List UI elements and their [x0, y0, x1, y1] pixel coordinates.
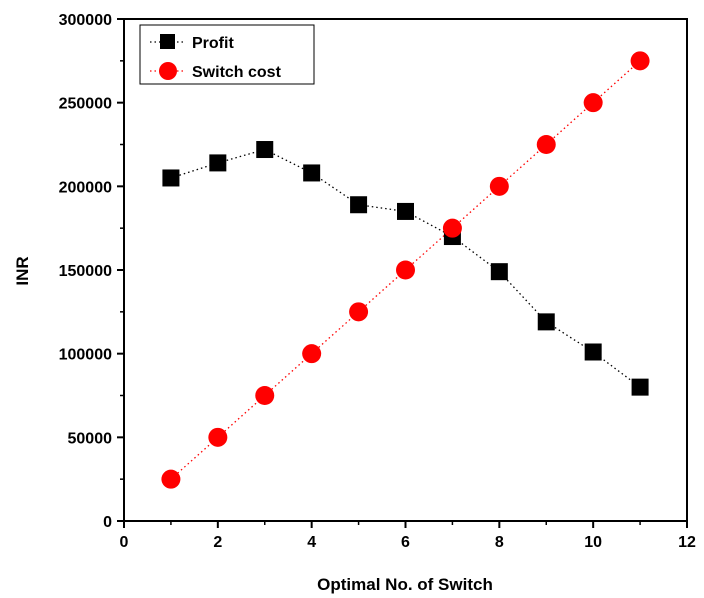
- switch-cost-point: [349, 302, 369, 322]
- legend-label-switch-cost: Switch cost: [192, 64, 282, 81]
- profit-point: [631, 378, 649, 396]
- profit-point: [584, 343, 602, 361]
- y-tick-label: 100000: [59, 347, 112, 364]
- y-tick-label: 300000: [59, 12, 112, 29]
- x-tick-label: 10: [584, 534, 602, 551]
- switch-cost-point: [630, 51, 650, 71]
- switch-cost-point: [161, 469, 181, 489]
- switch-cost-point: [536, 135, 556, 154]
- x-tick-label: 8: [495, 534, 504, 551]
- legend-marker-switch-cost: [159, 62, 177, 80]
- y-tick-label: 50000: [68, 430, 113, 447]
- switch-cost-point: [583, 93, 603, 113]
- profit-point: [397, 202, 414, 220]
- profit-point: [209, 154, 227, 172]
- switch-cost-point: [255, 386, 275, 405]
- profit-point: [303, 164, 321, 182]
- profit-point: [490, 263, 508, 281]
- profit-point: [537, 313, 555, 331]
- y-tick-label: 250000: [59, 96, 112, 113]
- switch-cost-point: [442, 218, 462, 238]
- x-tick-label: 6: [401, 534, 410, 551]
- axes: 0 2 4 6 8 10 12 0 50000 100000 150000 200000 250000 3…: [59, 12, 696, 551]
- switch-cost-point: [302, 344, 322, 364]
- y-tick-label: 200000: [59, 179, 112, 196]
- profit-point: [350, 196, 368, 214]
- x-tick-label: 12: [678, 534, 696, 551]
- x-axis-title: Optimal No. of Switch: [317, 575, 493, 594]
- series-line-1: [170, 60, 641, 480]
- switch-cost-point: [489, 176, 509, 196]
- y-tick-label: 0: [103, 514, 112, 531]
- x-tick-label: 0: [120, 534, 129, 551]
- legend: Profit Switch cost: [139, 24, 315, 85]
- switch-cost-point: [208, 427, 228, 447]
- legend-label-profit: Profit: [192, 35, 234, 52]
- switch-cost-point: [396, 260, 415, 280]
- x-tick-label: 4: [307, 534, 316, 551]
- legend-marker-profit: [160, 34, 175, 49]
- profit-point: [256, 141, 274, 159]
- x-tick-label: 2: [213, 534, 222, 551]
- y-axis-title: INR: [13, 256, 32, 285]
- profit-point: [162, 169, 180, 187]
- y-tick-label: 150000: [59, 263, 112, 280]
- series-line-0: [170, 148, 641, 388]
- plot-area: [161, 51, 650, 489]
